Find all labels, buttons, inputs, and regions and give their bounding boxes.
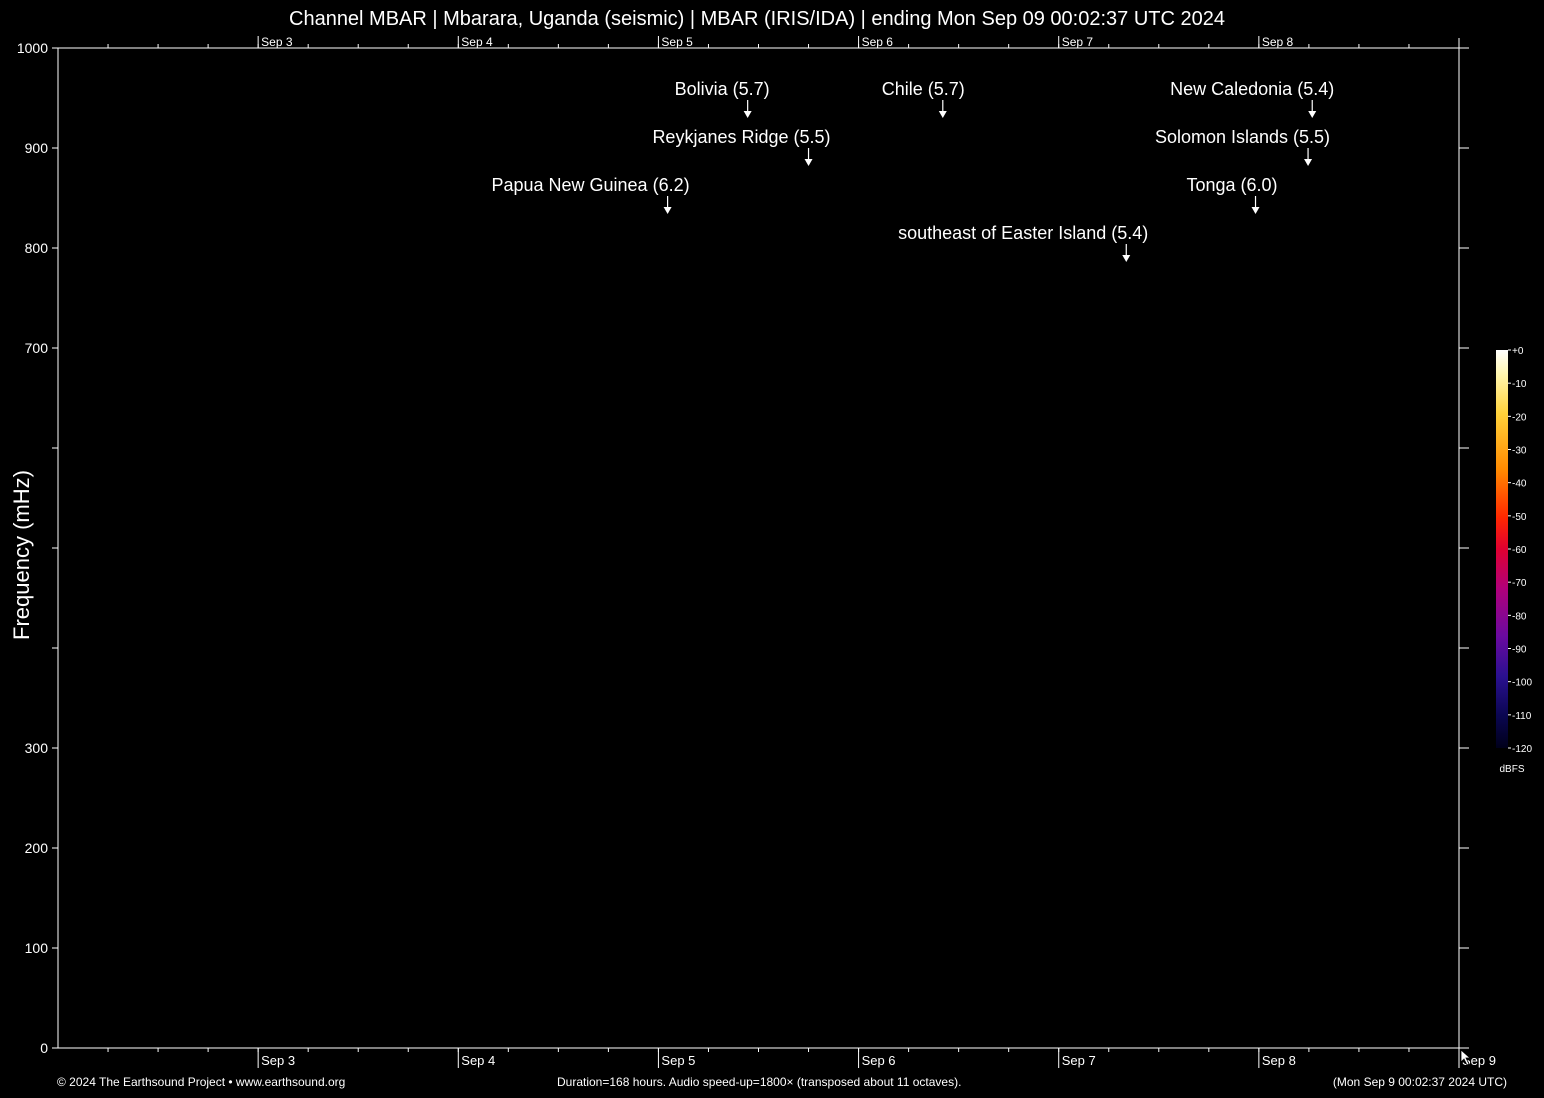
y-tick-label: 300 (25, 740, 49, 756)
colorbar-tick-label: -60 (1512, 545, 1527, 556)
event-label: Reykjanes Ridge (5.5) (652, 127, 830, 147)
colorbar-tick-label: -50 (1512, 512, 1527, 523)
plot-area (58, 48, 1459, 1048)
x-day-label: Sep 7 (1062, 1053, 1096, 1068)
event-arrow-head (1251, 207, 1260, 214)
y-tick-label: 800 (25, 240, 49, 256)
colorbar-tick-label: +0 (1512, 346, 1524, 357)
event-label: southeast of Easter Island (5.4) (898, 223, 1148, 243)
event-arrow-head (938, 111, 947, 118)
x-day-label: Sep 3 (261, 1053, 295, 1068)
chart-title: Channel MBAR | Mbarara, Uganda (seismic)… (289, 8, 1225, 30)
colorbar-unit: dBFS (1499, 764, 1524, 775)
x-day-label: Sep 8 (1262, 1053, 1296, 1068)
x-day-label-top: Sep 3 (261, 35, 293, 49)
event-arrow-head (1308, 111, 1317, 118)
x-day-label-top: Sep 4 (461, 35, 493, 49)
colorbar-tick-label: -20 (1512, 412, 1527, 423)
event-annotation: Reykjanes Ridge (5.5) (652, 127, 831, 166)
y-tick-label: 700 (25, 340, 49, 356)
cursor-icon (1460, 1049, 1472, 1066)
y-tick-label: 100 (25, 940, 49, 956)
colorbar-tick-label: -10 (1512, 379, 1527, 390)
colorbar-tick-label: -110 (1512, 711, 1532, 722)
event-annotation: Chile (5.7) (882, 79, 965, 118)
event-arrow-head (804, 159, 813, 166)
colorbar-tick-label: -40 (1512, 479, 1527, 490)
copyright-text: © 2024 The Earthsound Project • www.eart… (57, 1075, 346, 1089)
x-day-label: Sep 9 (1462, 1053, 1496, 1068)
colorbar-tick-label: -80 (1512, 611, 1527, 622)
colorbar-tick-label: -70 (1512, 578, 1527, 589)
event-arrow-head (663, 207, 672, 214)
x-day-label-top: Sep 6 (862, 35, 894, 49)
event-annotation: New Caledonia (5.4) (1170, 79, 1334, 118)
x-day-label-top: Sep 7 (1062, 35, 1094, 49)
event-label: Solomon Islands (5.5) (1155, 127, 1330, 147)
event-label: Chile (5.7) (882, 79, 965, 99)
x-day-label: Sep 6 (862, 1053, 896, 1068)
timestamp-text: (Mon Sep 9 00:02:37 2024 UTC) (1332, 1075, 1507, 1089)
event-annotation: Tonga (6.0) (1186, 175, 1278, 214)
event-label: Bolivia (5.7) (675, 79, 770, 99)
x-day-label: Sep 5 (661, 1053, 695, 1068)
event-arrow-head (743, 111, 752, 118)
y-tick-label: 0 (40, 1040, 48, 1056)
duration-text: Duration=168 hours. Audio speed-up=1800×… (557, 1075, 962, 1089)
colorbar-tick-label: -100 (1512, 678, 1532, 689)
colorbar-tick-label: -120 (1512, 744, 1532, 755)
event-annotation: Bolivia (5.7) (675, 79, 770, 118)
y-tick-label: 200 (25, 840, 49, 856)
event-annotation: Papua New Guinea (6.2) (491, 175, 690, 214)
colorbar (1496, 350, 1508, 748)
x-day-label-top: Sep 8 (1262, 35, 1294, 49)
event-annotation: Solomon Islands (5.5) (1155, 127, 1330, 166)
event-arrow-head (1122, 255, 1131, 262)
event-label: Tonga (6.0) (1186, 175, 1277, 195)
event-label: New Caledonia (5.4) (1170, 79, 1334, 99)
colorbar-tick-label: -30 (1512, 446, 1527, 457)
event-label: Papua New Guinea (6.2) (491, 175, 689, 195)
event-arrow-head (1304, 159, 1313, 166)
colorbar-tick-label: -90 (1512, 645, 1527, 656)
event-annotation: southeast of Easter Island (5.4) (898, 223, 1148, 262)
x-day-label-top: Sep 5 (661, 35, 693, 49)
y-tick-label: 900 (25, 140, 49, 156)
y-tick-label: 1000 (17, 40, 48, 56)
x-day-label: Sep 4 (461, 1053, 495, 1068)
